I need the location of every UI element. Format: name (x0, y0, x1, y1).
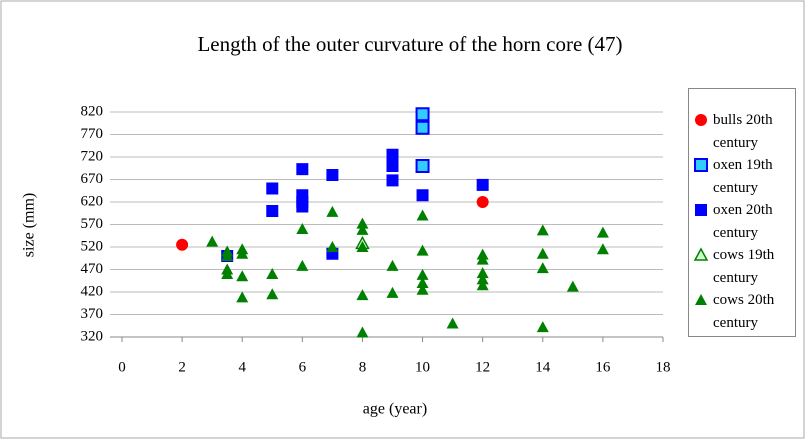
legend-marker (694, 158, 708, 172)
point (416, 283, 429, 295)
x-tick-label: 6 (299, 359, 307, 375)
point (221, 250, 234, 261)
legend-entry: oxen 19th century (689, 154, 795, 199)
legend-marker (695, 204, 707, 216)
point (356, 223, 369, 235)
point (476, 273, 489, 285)
point (266, 268, 279, 279)
legend-label: cows 20th century (713, 292, 775, 331)
x-tick-label: 0 (118, 359, 126, 375)
point (356, 326, 369, 338)
point (236, 247, 249, 259)
point (356, 289, 369, 301)
point (296, 200, 309, 213)
point (326, 205, 339, 217)
point (266, 205, 279, 217)
point (566, 280, 579, 292)
point (206, 235, 219, 247)
legend-entry: cows 20th century (689, 289, 795, 334)
y-tick-label: 670 (81, 171, 104, 187)
legend-marker (695, 294, 707, 305)
point (415, 120, 430, 135)
legend-marker (693, 247, 709, 261)
y-tick-label: 470 (81, 261, 104, 277)
point (596, 226, 609, 238)
point (386, 286, 399, 298)
y-tick-label: 370 (81, 306, 104, 322)
point (476, 253, 489, 265)
point (296, 223, 309, 234)
chart-title: Length of the outer curvature of the hor… (197, 32, 622, 56)
y-tick-label: 720 (81, 148, 104, 164)
point (236, 291, 249, 303)
y-tick-label: 420 (81, 283, 104, 299)
point (176, 238, 189, 251)
point (446, 317, 459, 329)
legend-label: cows 19th century (713, 247, 775, 286)
point (386, 259, 399, 271)
point (695, 294, 707, 305)
point (693, 247, 709, 261)
point (416, 244, 429, 256)
point (476, 178, 489, 191)
legend: bulls 20th century oxen 19th century oxen … (688, 88, 796, 337)
point (326, 169, 339, 181)
x-tick-label: 12 (475, 359, 490, 375)
point (536, 262, 549, 274)
point (596, 243, 609, 255)
point (236, 270, 249, 282)
y-tick-label: 570 (81, 216, 104, 232)
y-tick-label: 320 (81, 328, 104, 344)
point (296, 259, 309, 271)
point (416, 189, 429, 202)
x-tick-label: 4 (238, 359, 246, 375)
legend-label: oxen 19th century (713, 157, 773, 196)
x-axis-label: age (year) (363, 401, 427, 418)
point (536, 224, 549, 236)
point (536, 247, 549, 259)
legend-label: oxen 20th century (713, 202, 773, 241)
point (415, 107, 430, 122)
point (476, 196, 489, 208)
point (356, 241, 369, 252)
point (694, 158, 708, 172)
point (415, 159, 430, 173)
legend-entry: cows 19th century (689, 244, 795, 289)
y-axis-label: size (mm) (21, 193, 38, 257)
point (695, 114, 707, 126)
x-tick-label: 2 (178, 359, 186, 375)
point (476, 267, 489, 279)
point (266, 182, 279, 195)
point (416, 277, 429, 288)
x-tick-label: 8 (359, 359, 367, 375)
point (356, 217, 369, 229)
y-tick-label: 620 (81, 193, 104, 209)
point (476, 279, 489, 291)
point (386, 174, 399, 187)
x-tick-label: 18 (656, 359, 671, 375)
x-tick-label: 14 (535, 359, 551, 375)
y-tick-label: 820 (81, 103, 104, 119)
x-tick-label: 16 (595, 359, 611, 375)
x-tick-label: 10 (415, 359, 430, 375)
legend-label: bulls 20th century (713, 112, 773, 151)
point (416, 209, 429, 221)
point (296, 163, 309, 176)
point (326, 241, 339, 252)
legend-entry: oxen 20th century (689, 199, 795, 244)
point (695, 204, 707, 216)
point (536, 321, 549, 333)
point (221, 268, 234, 279)
point (416, 268, 429, 280)
point (266, 288, 279, 300)
legend-entry: bulls 20th century (689, 109, 795, 154)
y-tick-label: 770 (81, 126, 104, 142)
legend-marker (695, 114, 707, 126)
y-tick-label: 520 (81, 238, 104, 254)
point (386, 160, 399, 172)
